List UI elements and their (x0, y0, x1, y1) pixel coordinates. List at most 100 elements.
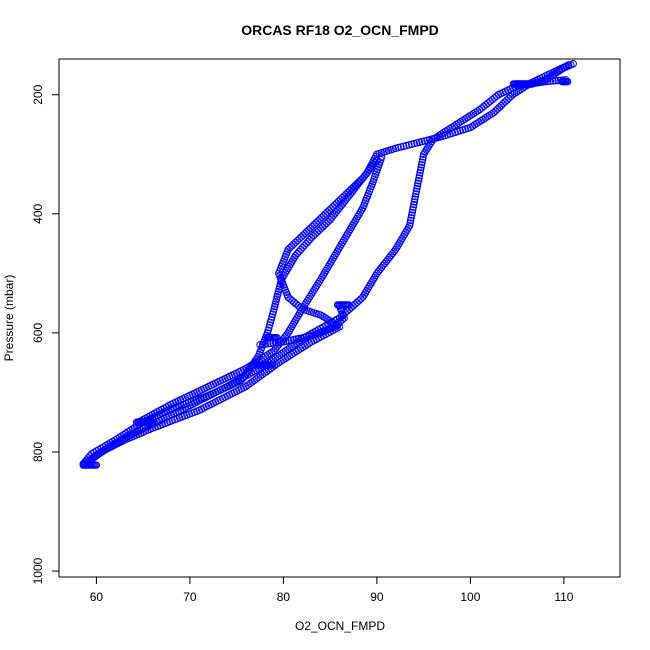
data-point (314, 217, 322, 225)
data-point (306, 224, 315, 232)
data-point (377, 153, 386, 161)
data-point (414, 177, 423, 185)
y-tick-label: 400 (31, 203, 45, 223)
data-point (497, 101, 505, 110)
data-point (258, 340, 267, 349)
data-point (410, 198, 418, 206)
data-point (411, 192, 420, 201)
data-point (412, 187, 421, 196)
data-point (414, 179, 422, 188)
data-point (331, 201, 339, 209)
data-point (305, 235, 314, 244)
data-point (324, 217, 332, 226)
data-point (295, 235, 303, 243)
data-point (293, 236, 302, 245)
plot-frame (58, 58, 621, 578)
data-point (412, 190, 420, 198)
data-point (290, 298, 298, 306)
data-point (505, 94, 513, 103)
data-point (289, 240, 298, 248)
data-point (288, 242, 296, 250)
data-point (316, 215, 324, 223)
data-point (413, 184, 421, 193)
data-point (320, 221, 329, 229)
data-point (312, 219, 320, 227)
data-point (418, 155, 427, 164)
data-point (301, 229, 309, 238)
data-point (415, 171, 424, 180)
data-point (92, 461, 101, 469)
data-point (313, 228, 321, 236)
x-tick-label: 110 (554, 590, 573, 604)
x-axis-label: O2_OCN_FMPD (295, 619, 385, 633)
data-point (409, 203, 417, 211)
data-point (311, 230, 319, 238)
data-point (421, 148, 429, 156)
data-point (322, 219, 331, 228)
data-point (501, 98, 509, 106)
data-point (495, 103, 504, 111)
data-point (407, 214, 415, 222)
data-point (411, 195, 419, 203)
data-point (413, 182, 422, 190)
data-point (325, 206, 333, 214)
data-point (406, 219, 414, 227)
data-point (499, 99, 507, 108)
data-point (302, 239, 310, 248)
data-points (79, 60, 577, 469)
data-point (310, 220, 318, 229)
data-point (318, 213, 326, 222)
data-point (273, 333, 281, 342)
data-point (493, 105, 502, 113)
data-point (419, 150, 428, 158)
data-point (528, 80, 536, 88)
data-point (484, 99, 492, 107)
data-point (480, 102, 488, 111)
data-point (304, 237, 312, 246)
data-point (319, 211, 328, 220)
data-point (309, 232, 318, 240)
data-point (323, 208, 332, 216)
data-point (295, 247, 303, 256)
data-point (417, 161, 426, 169)
y-tick-label: 200 (31, 84, 45, 104)
data-point (503, 96, 511, 104)
data-point (351, 300, 359, 308)
data-point (308, 222, 317, 231)
data-point (261, 340, 269, 348)
data-point (277, 338, 285, 346)
x-tick-label: 70 (183, 590, 197, 604)
data-point (317, 224, 325, 233)
y-tick-label: 600 (31, 323, 45, 343)
data-point (297, 245, 305, 254)
y-tick-label: 1000 (31, 557, 45, 584)
data-point (329, 202, 337, 211)
data-point (291, 238, 300, 247)
y-axis: 200 400 600 800 1000 (31, 84, 59, 584)
data-point (482, 100, 490, 109)
data-point (288, 296, 296, 305)
data-point (406, 216, 415, 225)
y-tick-label: 800 (31, 442, 45, 462)
data-point (345, 301, 353, 309)
x-tick-label: 100 (460, 590, 480, 604)
data-point (327, 204, 335, 213)
data-point (321, 210, 330, 218)
data-point (318, 223, 327, 231)
x-tick-label: 60 (90, 590, 104, 604)
data-point (148, 418, 157, 426)
data-point (419, 153, 427, 161)
data-point (303, 227, 311, 236)
x-axis: 60 70 80 90 100 110 (90, 577, 574, 604)
data-point (416, 166, 425, 174)
data-point (409, 206, 417, 214)
data-point (408, 208, 416, 217)
data-point (297, 233, 305, 241)
data-point (315, 226, 323, 235)
data-point (300, 241, 309, 250)
data-point (490, 94, 498, 102)
data-point (256, 341, 264, 349)
data-point (307, 233, 316, 242)
data-point (418, 158, 426, 166)
